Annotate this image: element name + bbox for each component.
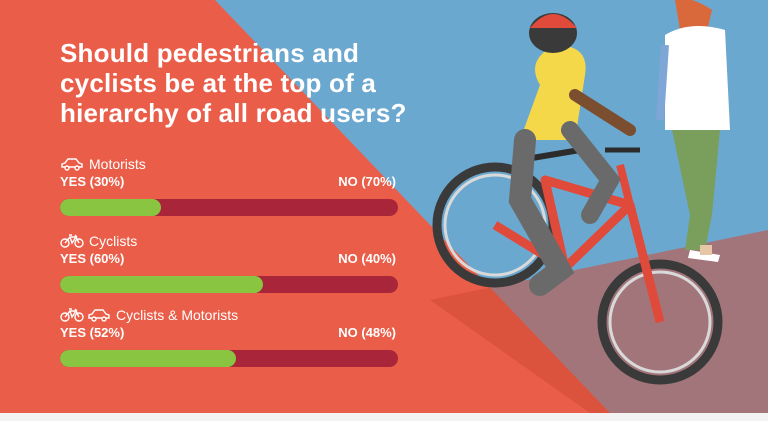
bar-fill-yes	[60, 276, 263, 293]
car-icon	[61, 158, 83, 171]
group-cyclists: Cyclists YES (60%) NO (40%)	[60, 233, 400, 293]
cyclist-illustration	[432, 13, 723, 385]
group-cyclists-motorists: Cyclists & Motorists YES (52%) NO (48%)	[60, 307, 400, 367]
bottom-border	[0, 413, 768, 421]
yes-label: YES (60%)	[60, 251, 125, 266]
no-label: NO (70%)	[338, 174, 396, 189]
pedestrian-illustration	[656, 0, 730, 262]
bar-fill-yes	[60, 199, 162, 216]
bar-track-no	[60, 350, 398, 367]
bar-fill-yes	[60, 350, 236, 367]
group-label: Cyclists	[89, 233, 138, 249]
no-label: NO (40%)	[338, 251, 396, 266]
yes-label: YES (30%)	[60, 174, 125, 189]
bar-track-no	[60, 199, 398, 216]
group-motorists: Motorists YES (30%) NO (70%)	[60, 156, 400, 216]
car-icon	[88, 309, 110, 322]
bicycle-icon	[60, 234, 84, 248]
chart-title: Should pedestrians and cyclists be at th…	[60, 38, 407, 128]
bar-track-no	[60, 276, 398, 293]
yes-label: YES (52%)	[60, 325, 125, 340]
no-label: NO (48%)	[338, 325, 396, 340]
group-label: Motorists	[89, 156, 146, 172]
group-label: Cyclists & Motorists	[116, 307, 239, 323]
bicycle-icon	[60, 308, 84, 322]
